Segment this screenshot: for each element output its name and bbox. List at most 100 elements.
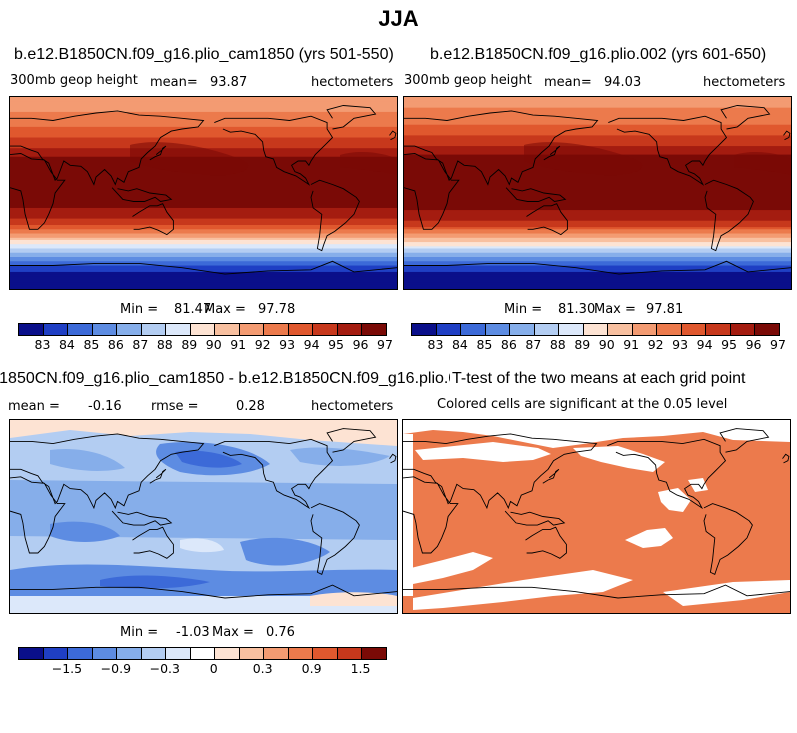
panel4-nonsignificant-areas bbox=[403, 420, 790, 610]
panel1-max-value: 97.78 bbox=[258, 302, 296, 317]
zonal-band bbox=[10, 114, 397, 117]
zonal-band bbox=[404, 193, 791, 196]
monsoon-high-feature bbox=[734, 152, 791, 175]
zonal-band bbox=[10, 276, 397, 279]
colorbar-tick-label: 83 bbox=[427, 337, 444, 352]
zonal-band bbox=[10, 235, 397, 239]
colorbar-swatch bbox=[190, 324, 216, 335]
zonal-band bbox=[404, 173, 791, 177]
colorbar-swatch bbox=[412, 324, 437, 335]
zonal-band bbox=[10, 205, 397, 209]
zonal-band bbox=[404, 135, 791, 139]
zonal-band bbox=[10, 143, 397, 147]
zonal-band bbox=[10, 109, 397, 113]
colorbar-tick-label: 0.9 bbox=[301, 661, 322, 676]
zonal-band bbox=[404, 276, 791, 279]
colorbar-swatch bbox=[43, 324, 69, 335]
zonal-band bbox=[404, 244, 791, 247]
colorbar-swatch bbox=[510, 324, 535, 335]
zonal-band bbox=[10, 124, 397, 128]
panel1-units: hectometers bbox=[311, 75, 394, 90]
zonal-band bbox=[404, 239, 791, 243]
zonal-band bbox=[10, 229, 397, 232]
colorbar-swatch bbox=[681, 324, 707, 335]
panel1-map-svg bbox=[10, 97, 397, 289]
diff-south-pacific-negative bbox=[240, 537, 330, 566]
panel3-max-label: Max = bbox=[212, 625, 254, 640]
zonal-band bbox=[404, 265, 791, 269]
colorbar-tick-label: 1.5 bbox=[350, 661, 371, 676]
colorbar-swatch bbox=[337, 324, 363, 335]
panel2-max-label: Max = bbox=[594, 302, 636, 317]
colorbar-swatch bbox=[657, 324, 682, 335]
zonal-band bbox=[10, 284, 397, 288]
zonal-band bbox=[404, 267, 791, 271]
panel2-mean-label: mean= bbox=[544, 75, 592, 90]
zonal-band bbox=[404, 216, 791, 220]
zonal-band bbox=[10, 131, 397, 134]
colorbar-swatch bbox=[239, 648, 265, 659]
zonal-band bbox=[10, 116, 397, 119]
zonal-band bbox=[10, 146, 397, 149]
colorbar-tick-label: 89 bbox=[181, 337, 198, 352]
panel3-units: hectometers bbox=[311, 399, 394, 414]
zonal-band bbox=[10, 233, 397, 237]
zonal-band bbox=[404, 139, 791, 143]
zonal-band bbox=[404, 220, 791, 224]
nonsig-west-edge bbox=[403, 434, 413, 596]
panel4-map bbox=[402, 419, 791, 614]
zonal-band bbox=[10, 248, 397, 252]
zonal-band bbox=[404, 199, 791, 203]
colorbar-swatch bbox=[362, 648, 386, 659]
panel3-max-value: 0.76 bbox=[266, 625, 295, 640]
colorbar-tick-label: 92 bbox=[254, 337, 271, 352]
colorbar-tick-label: 0 bbox=[209, 661, 218, 676]
nonsig-southern-band bbox=[413, 570, 633, 610]
panel1-bands bbox=[10, 97, 397, 289]
diff-atlantic-negative bbox=[290, 447, 390, 466]
colorbar-swatch bbox=[141, 324, 167, 335]
colorbar-swatch bbox=[608, 324, 633, 335]
colorbar-swatch bbox=[288, 648, 314, 659]
zonal-band bbox=[10, 141, 397, 145]
colorbar-tick-label: 96 bbox=[745, 337, 762, 352]
diff-indian-negative bbox=[50, 521, 120, 542]
zonal-band bbox=[404, 201, 791, 205]
zonal-band bbox=[404, 116, 791, 119]
zonal-band bbox=[10, 231, 397, 235]
colorbar-tick-label: 83 bbox=[34, 337, 51, 352]
zonal-band bbox=[10, 197, 397, 200]
diff-weak-patch bbox=[180, 538, 224, 553]
zonal-band bbox=[404, 188, 791, 192]
colorbar-swatch bbox=[92, 648, 118, 659]
colorbar-swatch bbox=[239, 324, 265, 335]
colorbar-tick-label: 94 bbox=[303, 337, 320, 352]
colorbar-swatch bbox=[68, 648, 93, 659]
colorbar-tick-label: 91 bbox=[623, 337, 640, 352]
zonal-band bbox=[404, 233, 791, 237]
panel2-min-value: 81.30 bbox=[558, 302, 596, 317]
zonal-band bbox=[10, 254, 397, 258]
nonsig-caribbean bbox=[658, 488, 691, 512]
zonal-band bbox=[10, 267, 397, 271]
zonal-band bbox=[404, 229, 791, 232]
zonal-band bbox=[10, 265, 397, 269]
zonal-band bbox=[404, 190, 791, 194]
colorbar-swatch bbox=[19, 648, 44, 659]
colorbar-tick-label: −1.5 bbox=[51, 661, 83, 676]
panel2-map-svg bbox=[404, 97, 791, 289]
colorbar-swatch bbox=[485, 324, 511, 335]
colorbar-tick-label: −0.9 bbox=[100, 661, 132, 676]
zonal-band bbox=[404, 182, 791, 186]
colorbar-tick-label: 95 bbox=[721, 337, 738, 352]
zonal-band bbox=[10, 139, 397, 143]
panel4-subtitle: Colored cells are significant at the 0.0… bbox=[437, 397, 728, 412]
panel1-min-value: 81.47 bbox=[174, 302, 212, 317]
monsoon-high-feature bbox=[340, 152, 397, 175]
zonal-band bbox=[10, 259, 397, 262]
colorbar-tick-label: 93 bbox=[672, 337, 689, 352]
nonsig-atlantic-north bbox=[688, 478, 708, 492]
zonal-band bbox=[404, 227, 791, 230]
zonal-band bbox=[404, 133, 791, 136]
colorbar-tick-label: 97 bbox=[770, 337, 786, 352]
